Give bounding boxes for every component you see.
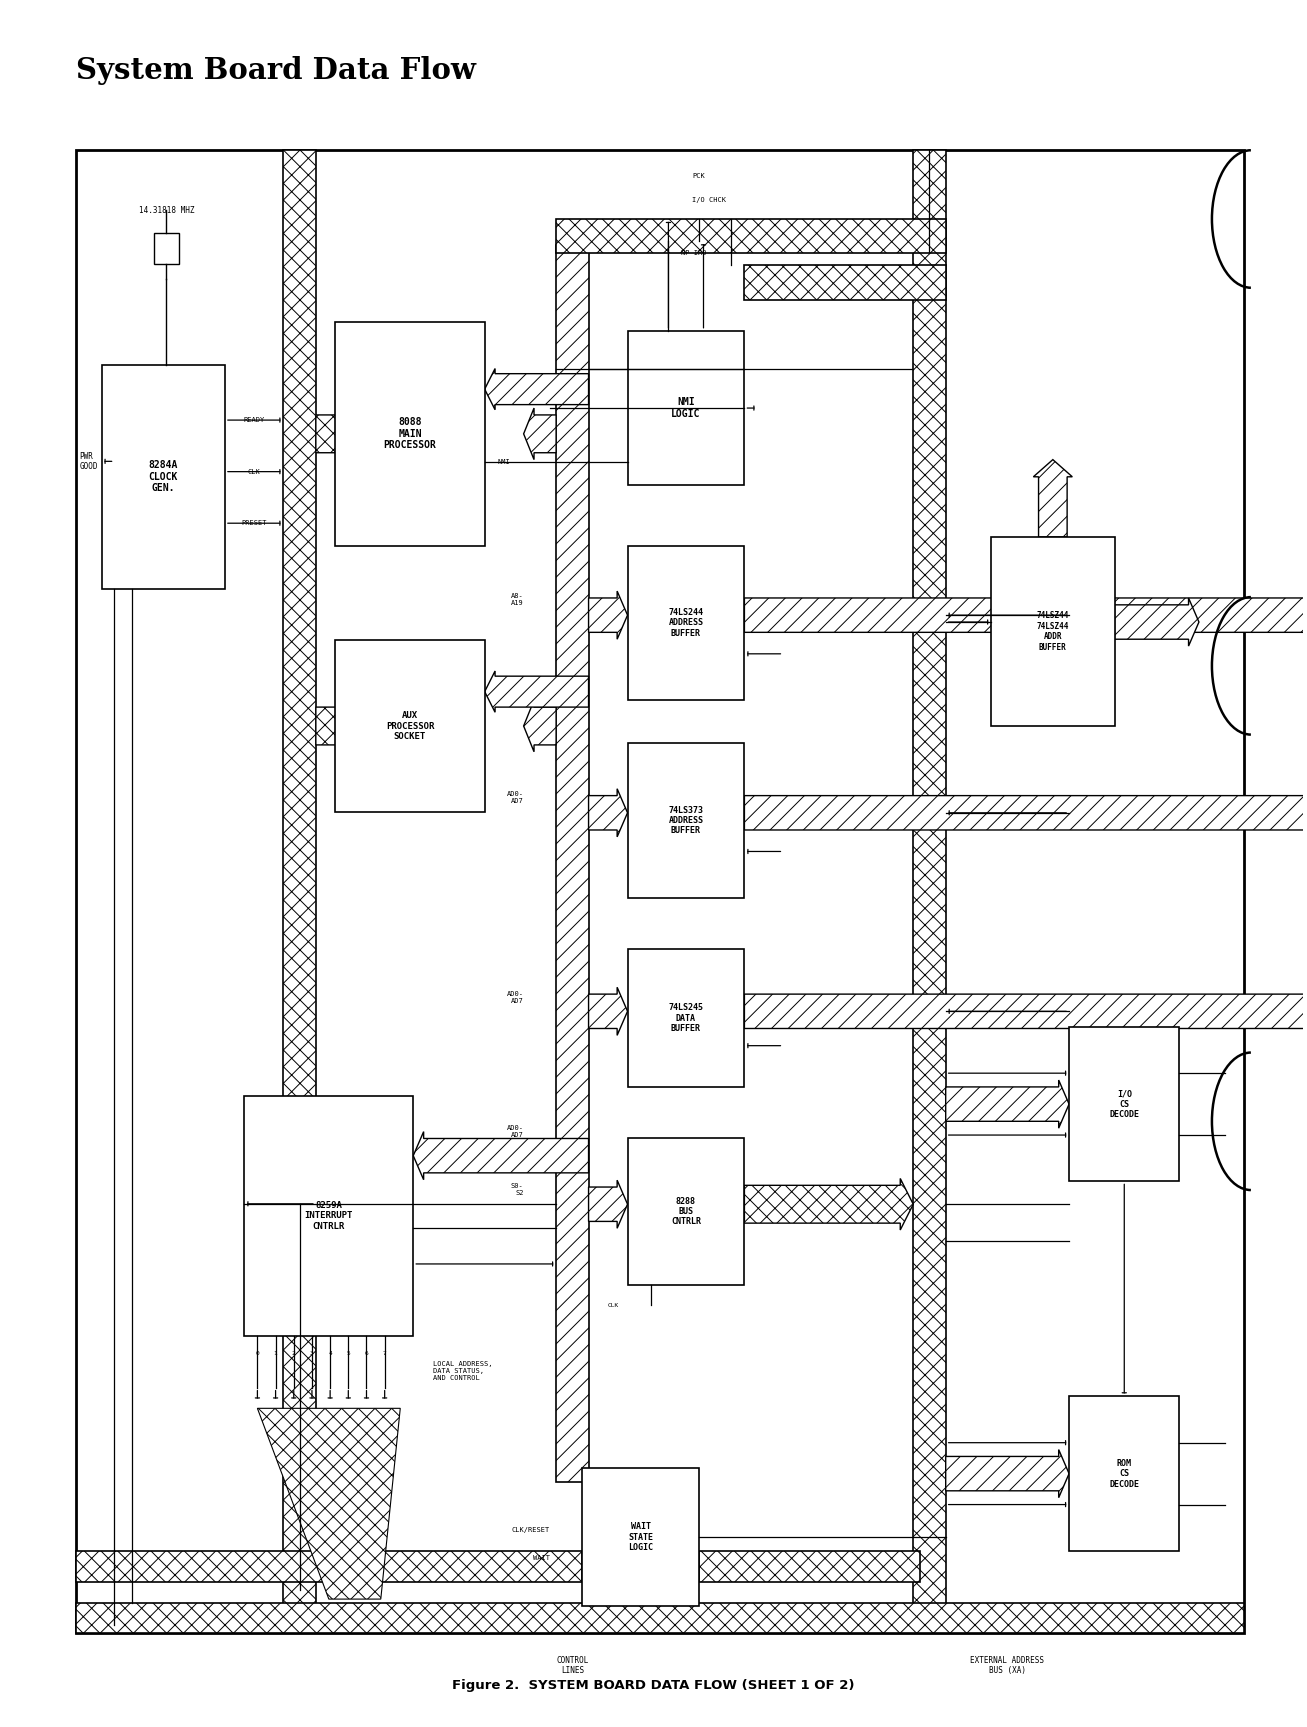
- Bar: [153, 233, 179, 264]
- Bar: [745, 266, 946, 300]
- Text: 74LS373
ADDRESS
BUFFER: 74LS373 ADDRESS BUFFER: [668, 805, 703, 836]
- Text: 74LS245
DATA
BUFFER: 74LS245 DATA BUFFER: [668, 1003, 703, 1033]
- Text: CONTROL
LINES: CONTROL LINES: [557, 1656, 588, 1675]
- Text: 14.31818 MHZ: 14.31818 MHZ: [139, 206, 195, 214]
- Text: WAIT: WAIT: [533, 1554, 550, 1561]
- FancyArrow shape: [316, 408, 365, 459]
- Text: WAIT
STATE
LOGIC: WAIT STATE LOGIC: [627, 1521, 654, 1553]
- FancyArrow shape: [524, 699, 555, 751]
- Text: 74LS244
ADDRESS
BUFFER: 74LS244 ADDRESS BUFFER: [668, 608, 703, 637]
- Text: AUX
PROCESSOR
SOCKET: AUX PROCESSOR SOCKET: [386, 712, 434, 741]
- Bar: [76, 150, 1244, 1634]
- Text: I/O
CS
DECODE: I/O CS DECODE: [1110, 1090, 1140, 1119]
- Bar: [284, 150, 316, 1634]
- Text: ROM
CS
DECODE: ROM CS DECODE: [1110, 1459, 1140, 1489]
- Bar: [991, 537, 1115, 725]
- Text: NP IRO: NP IRO: [681, 250, 707, 256]
- FancyArrow shape: [485, 672, 588, 712]
- Text: 2: 2: [291, 1351, 295, 1356]
- Text: CLK: CLK: [248, 468, 260, 475]
- Text: PCK: PCK: [693, 173, 706, 180]
- Text: 8088
MAIN
PROCESSOR: 8088 MAIN PROCESSOR: [383, 418, 437, 451]
- Text: 0: 0: [256, 1351, 259, 1356]
- FancyArrow shape: [946, 1449, 1069, 1497]
- Text: System Board Data Flow: System Board Data Flow: [76, 55, 476, 85]
- Text: PWR
GOOD: PWR GOOD: [80, 452, 98, 471]
- Text: I/O CHCK: I/O CHCK: [693, 197, 727, 204]
- Text: 74LSZ44
74LSZ44
ADDR
BUFFER: 74LSZ44 74LSZ44 ADDR BUFFER: [1036, 611, 1069, 651]
- FancyArrow shape: [1115, 598, 1199, 646]
- Text: 4: 4: [328, 1351, 332, 1356]
- FancyArrow shape: [946, 1079, 1069, 1128]
- Text: 6: 6: [365, 1351, 369, 1356]
- Text: 7: 7: [383, 1351, 387, 1356]
- Bar: [627, 950, 745, 1086]
- Bar: [1069, 1397, 1179, 1551]
- Text: LOCAL ADDRESS,
DATA STATUS,
AND CONTROL: LOCAL ADDRESS, DATA STATUS, AND CONTROL: [433, 1361, 493, 1380]
- Bar: [336, 323, 485, 546]
- Text: READY: READY: [243, 418, 265, 423]
- FancyArrow shape: [588, 1180, 627, 1228]
- Text: 5: 5: [346, 1351, 350, 1356]
- Bar: [244, 1095, 413, 1337]
- FancyArrow shape: [745, 988, 1307, 1036]
- Text: CLK: CLK: [608, 1302, 620, 1307]
- Bar: [627, 330, 745, 485]
- FancyArrow shape: [588, 789, 627, 838]
- Bar: [914, 150, 946, 1634]
- Bar: [336, 641, 485, 812]
- Text: PRESET: PRESET: [242, 520, 267, 527]
- FancyArrow shape: [588, 988, 627, 1036]
- Bar: [627, 546, 745, 699]
- Text: A8-
A19: A8- A19: [511, 592, 524, 606]
- Bar: [627, 743, 745, 898]
- FancyArrow shape: [745, 591, 1307, 639]
- FancyArrow shape: [524, 408, 555, 459]
- FancyArrow shape: [485, 368, 588, 409]
- Text: AD0-
AD7: AD0- AD7: [507, 791, 524, 803]
- FancyArrow shape: [588, 591, 627, 639]
- Bar: [699, 1551, 920, 1582]
- Text: NMI
LOGIC: NMI LOGIC: [672, 397, 701, 420]
- FancyArrow shape: [413, 1131, 588, 1180]
- Bar: [76, 1603, 1244, 1634]
- Text: CLK/RESET: CLK/RESET: [511, 1527, 550, 1534]
- FancyArrow shape: [1034, 459, 1072, 537]
- Text: 1: 1: [273, 1351, 277, 1356]
- Bar: [102, 364, 225, 589]
- Polygon shape: [257, 1408, 400, 1599]
- Text: 8259A
INTERRUPT
CNTRLR: 8259A INTERRUPT CNTRLR: [305, 1200, 353, 1231]
- Text: AD0-
AD7: AD0- AD7: [507, 1124, 524, 1138]
- Bar: [627, 1138, 745, 1285]
- FancyArrow shape: [745, 1178, 914, 1230]
- FancyArrow shape: [316, 699, 365, 751]
- Bar: [1069, 1028, 1179, 1181]
- Text: EXTERNAL ADDRESS
BUS (XA): EXTERNAL ADDRESS BUS (XA): [970, 1656, 1044, 1675]
- Text: 3: 3: [310, 1351, 314, 1356]
- Bar: [555, 219, 946, 254]
- Text: 8288
BUS
CNTRLR: 8288 BUS CNTRLR: [670, 1197, 701, 1226]
- Text: AD0-
AD7: AD0- AD7: [507, 991, 524, 1003]
- Text: 8284A
CLOCK
GEN.: 8284A CLOCK GEN.: [149, 459, 178, 494]
- Bar: [555, 245, 588, 1482]
- Text: NMI: NMI: [498, 459, 511, 465]
- FancyArrow shape: [745, 789, 1307, 838]
- Text: Figure 2.  SYSTEM BOARD DATA FLOW (SHEET 1 OF 2): Figure 2. SYSTEM BOARD DATA FLOW (SHEET …: [452, 1679, 855, 1691]
- Bar: [76, 1551, 582, 1582]
- Bar: [582, 1468, 699, 1606]
- Text: S0-
S2: S0- S2: [511, 1183, 524, 1197]
